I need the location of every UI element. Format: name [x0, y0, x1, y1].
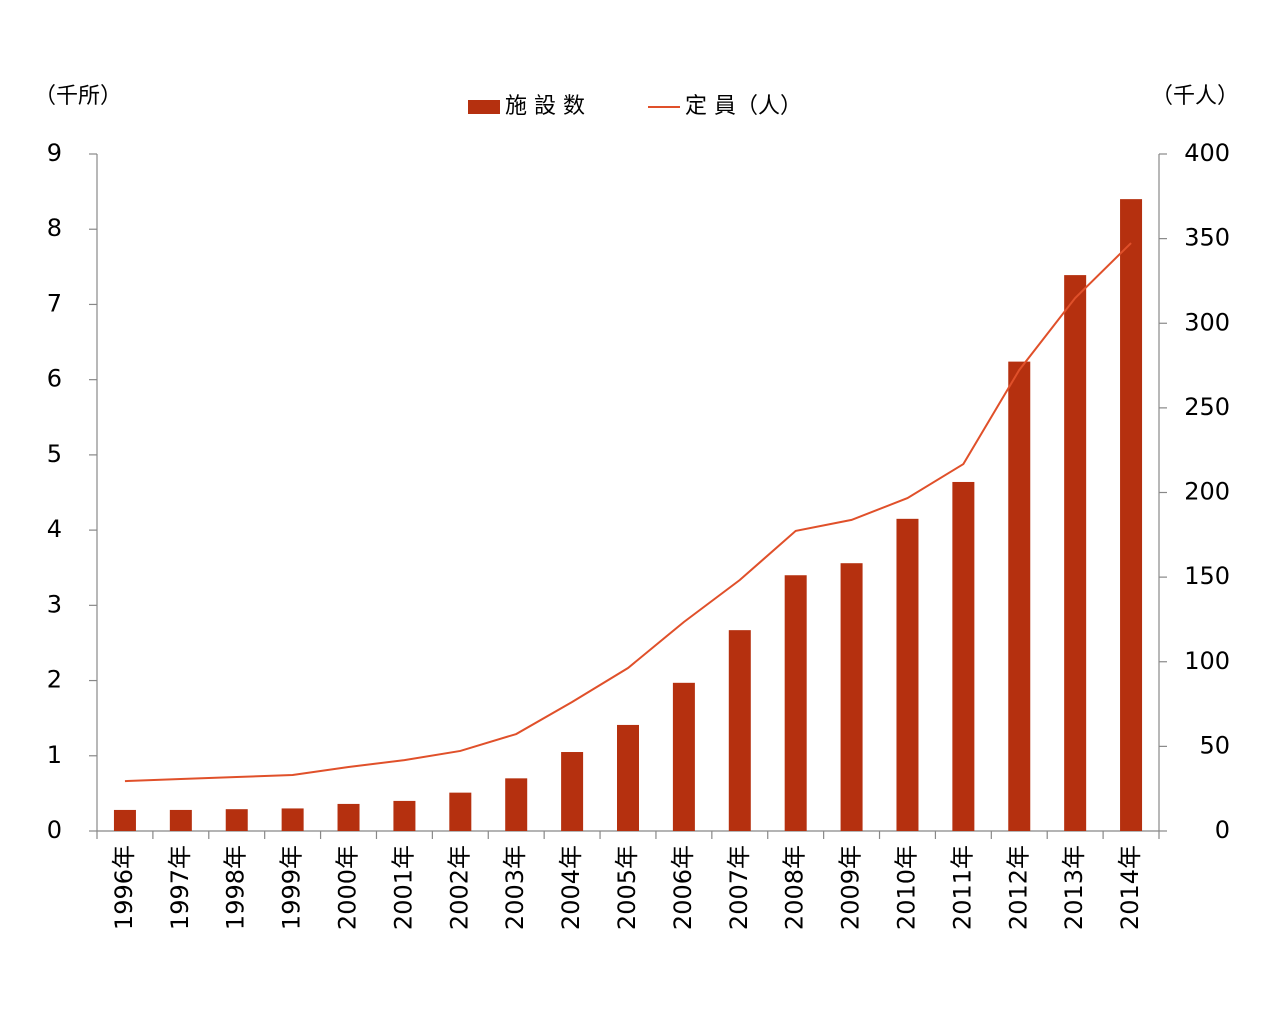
y2-tick-label: 250: [1184, 393, 1230, 421]
bar: [225, 809, 248, 831]
y2-tick-label: 400: [1184, 139, 1230, 167]
bar: [561, 752, 584, 831]
y2-tick-label: 300: [1184, 308, 1230, 336]
x-tick-label: 1996年: [110, 845, 138, 930]
legend-label: 施 設 数: [505, 94, 585, 119]
y-tick-label: 6: [47, 365, 62, 393]
x-tick-label: 2011年: [948, 845, 976, 930]
x-tick-label: 2008年: [781, 845, 809, 930]
y2-tick-label: 350: [1184, 224, 1230, 252]
bar: [617, 724, 639, 831]
bar: [1120, 199, 1143, 832]
x-tick-label: 2013年: [1060, 845, 1088, 930]
y-tick-label: 7: [47, 289, 62, 317]
x-tick-label: 2000年: [334, 845, 362, 930]
bar: [505, 778, 528, 831]
bar: [1064, 275, 1087, 831]
bar: [840, 563, 863, 831]
y2-tick-label: 0: [1215, 816, 1230, 844]
bar: [337, 803, 360, 831]
y-tick-label: 3: [47, 590, 62, 618]
y2-tick-label: 100: [1184, 647, 1230, 675]
bar: [281, 808, 304, 831]
bar: [1008, 361, 1031, 831]
bar: [113, 809, 136, 831]
x-tick-label: 2014年: [1116, 845, 1144, 930]
line: [124, 242, 1132, 783]
bar: [896, 518, 919, 831]
bar: [169, 809, 192, 831]
y-tick-label: 9: [47, 139, 62, 167]
y-axis-unit: （千所）: [34, 84, 122, 109]
bar: [728, 630, 751, 831]
bar: [672, 682, 695, 831]
y-tick-label: 2: [47, 666, 62, 694]
x-tick-label: 2006年: [669, 845, 697, 930]
y2-tick-label: 200: [1184, 478, 1230, 506]
x-tick-label: 2009年: [837, 845, 865, 930]
bar: [784, 575, 807, 831]
y-tick-label: 4: [47, 515, 62, 543]
bar: [449, 792, 472, 831]
y-tick-label: 1: [47, 741, 62, 769]
y-tick-label: 0: [47, 816, 62, 844]
y2-axis-unit: （千人）: [1151, 84, 1239, 109]
legend-label: 定 員（人）: [685, 94, 802, 119]
bar: [952, 481, 975, 831]
y-tick-label: 8: [47, 214, 62, 242]
bar: [393, 800, 416, 831]
x-tick-label: 2001年: [389, 845, 417, 930]
x-tick-label: 2012年: [1004, 845, 1032, 930]
x-tick-label: 1998年: [222, 845, 250, 930]
legend-swatch: [468, 100, 500, 114]
x-tick-label: 2002年: [445, 845, 473, 930]
x-tick-label: 2005年: [613, 845, 641, 930]
y-tick-label: 5: [47, 440, 62, 468]
x-tick-label: 2004年: [557, 845, 585, 930]
x-tick-label: 2003年: [501, 845, 529, 930]
y2-tick-label: 150: [1184, 562, 1230, 590]
y2-tick-label: 50: [1199, 731, 1230, 759]
x-tick-label: 2010年: [892, 845, 920, 930]
x-tick-label: 1999年: [278, 845, 306, 930]
x-tick-label: 1997年: [166, 845, 194, 930]
x-tick-label: 2007年: [725, 845, 753, 930]
